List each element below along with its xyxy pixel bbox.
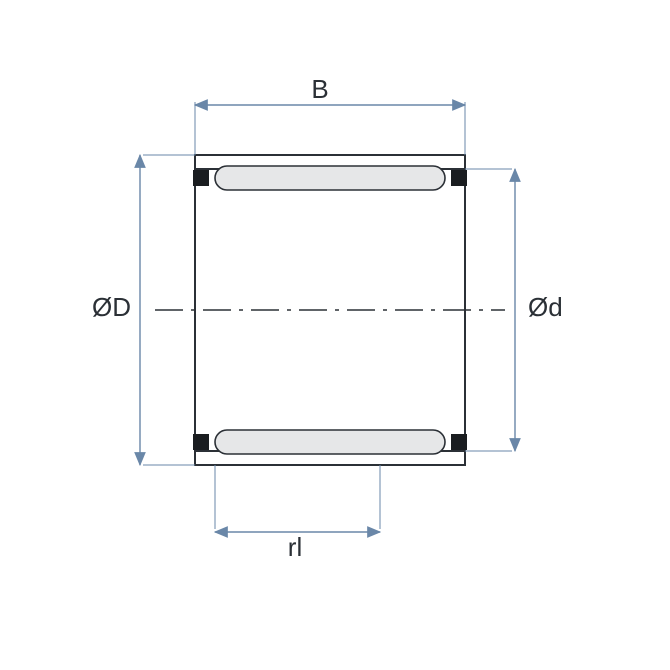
- roller-end-cap: [193, 170, 209, 186]
- needle-roller: [215, 166, 445, 190]
- bearing-cross-section-diagram: Brl ØD Ød: [0, 0, 670, 670]
- roller-end-cap: [451, 434, 467, 450]
- dim-label-d: Ød: [528, 292, 563, 322]
- roller-end-cap: [193, 434, 209, 450]
- dim-label-B: B: [311, 74, 328, 104]
- dim-label-D: ØD: [92, 292, 131, 322]
- roller-end-cap: [451, 170, 467, 186]
- needle-roller: [215, 430, 445, 454]
- dim-label-rl: rl: [288, 532, 302, 562]
- outer-ring-outline: [195, 155, 465, 465]
